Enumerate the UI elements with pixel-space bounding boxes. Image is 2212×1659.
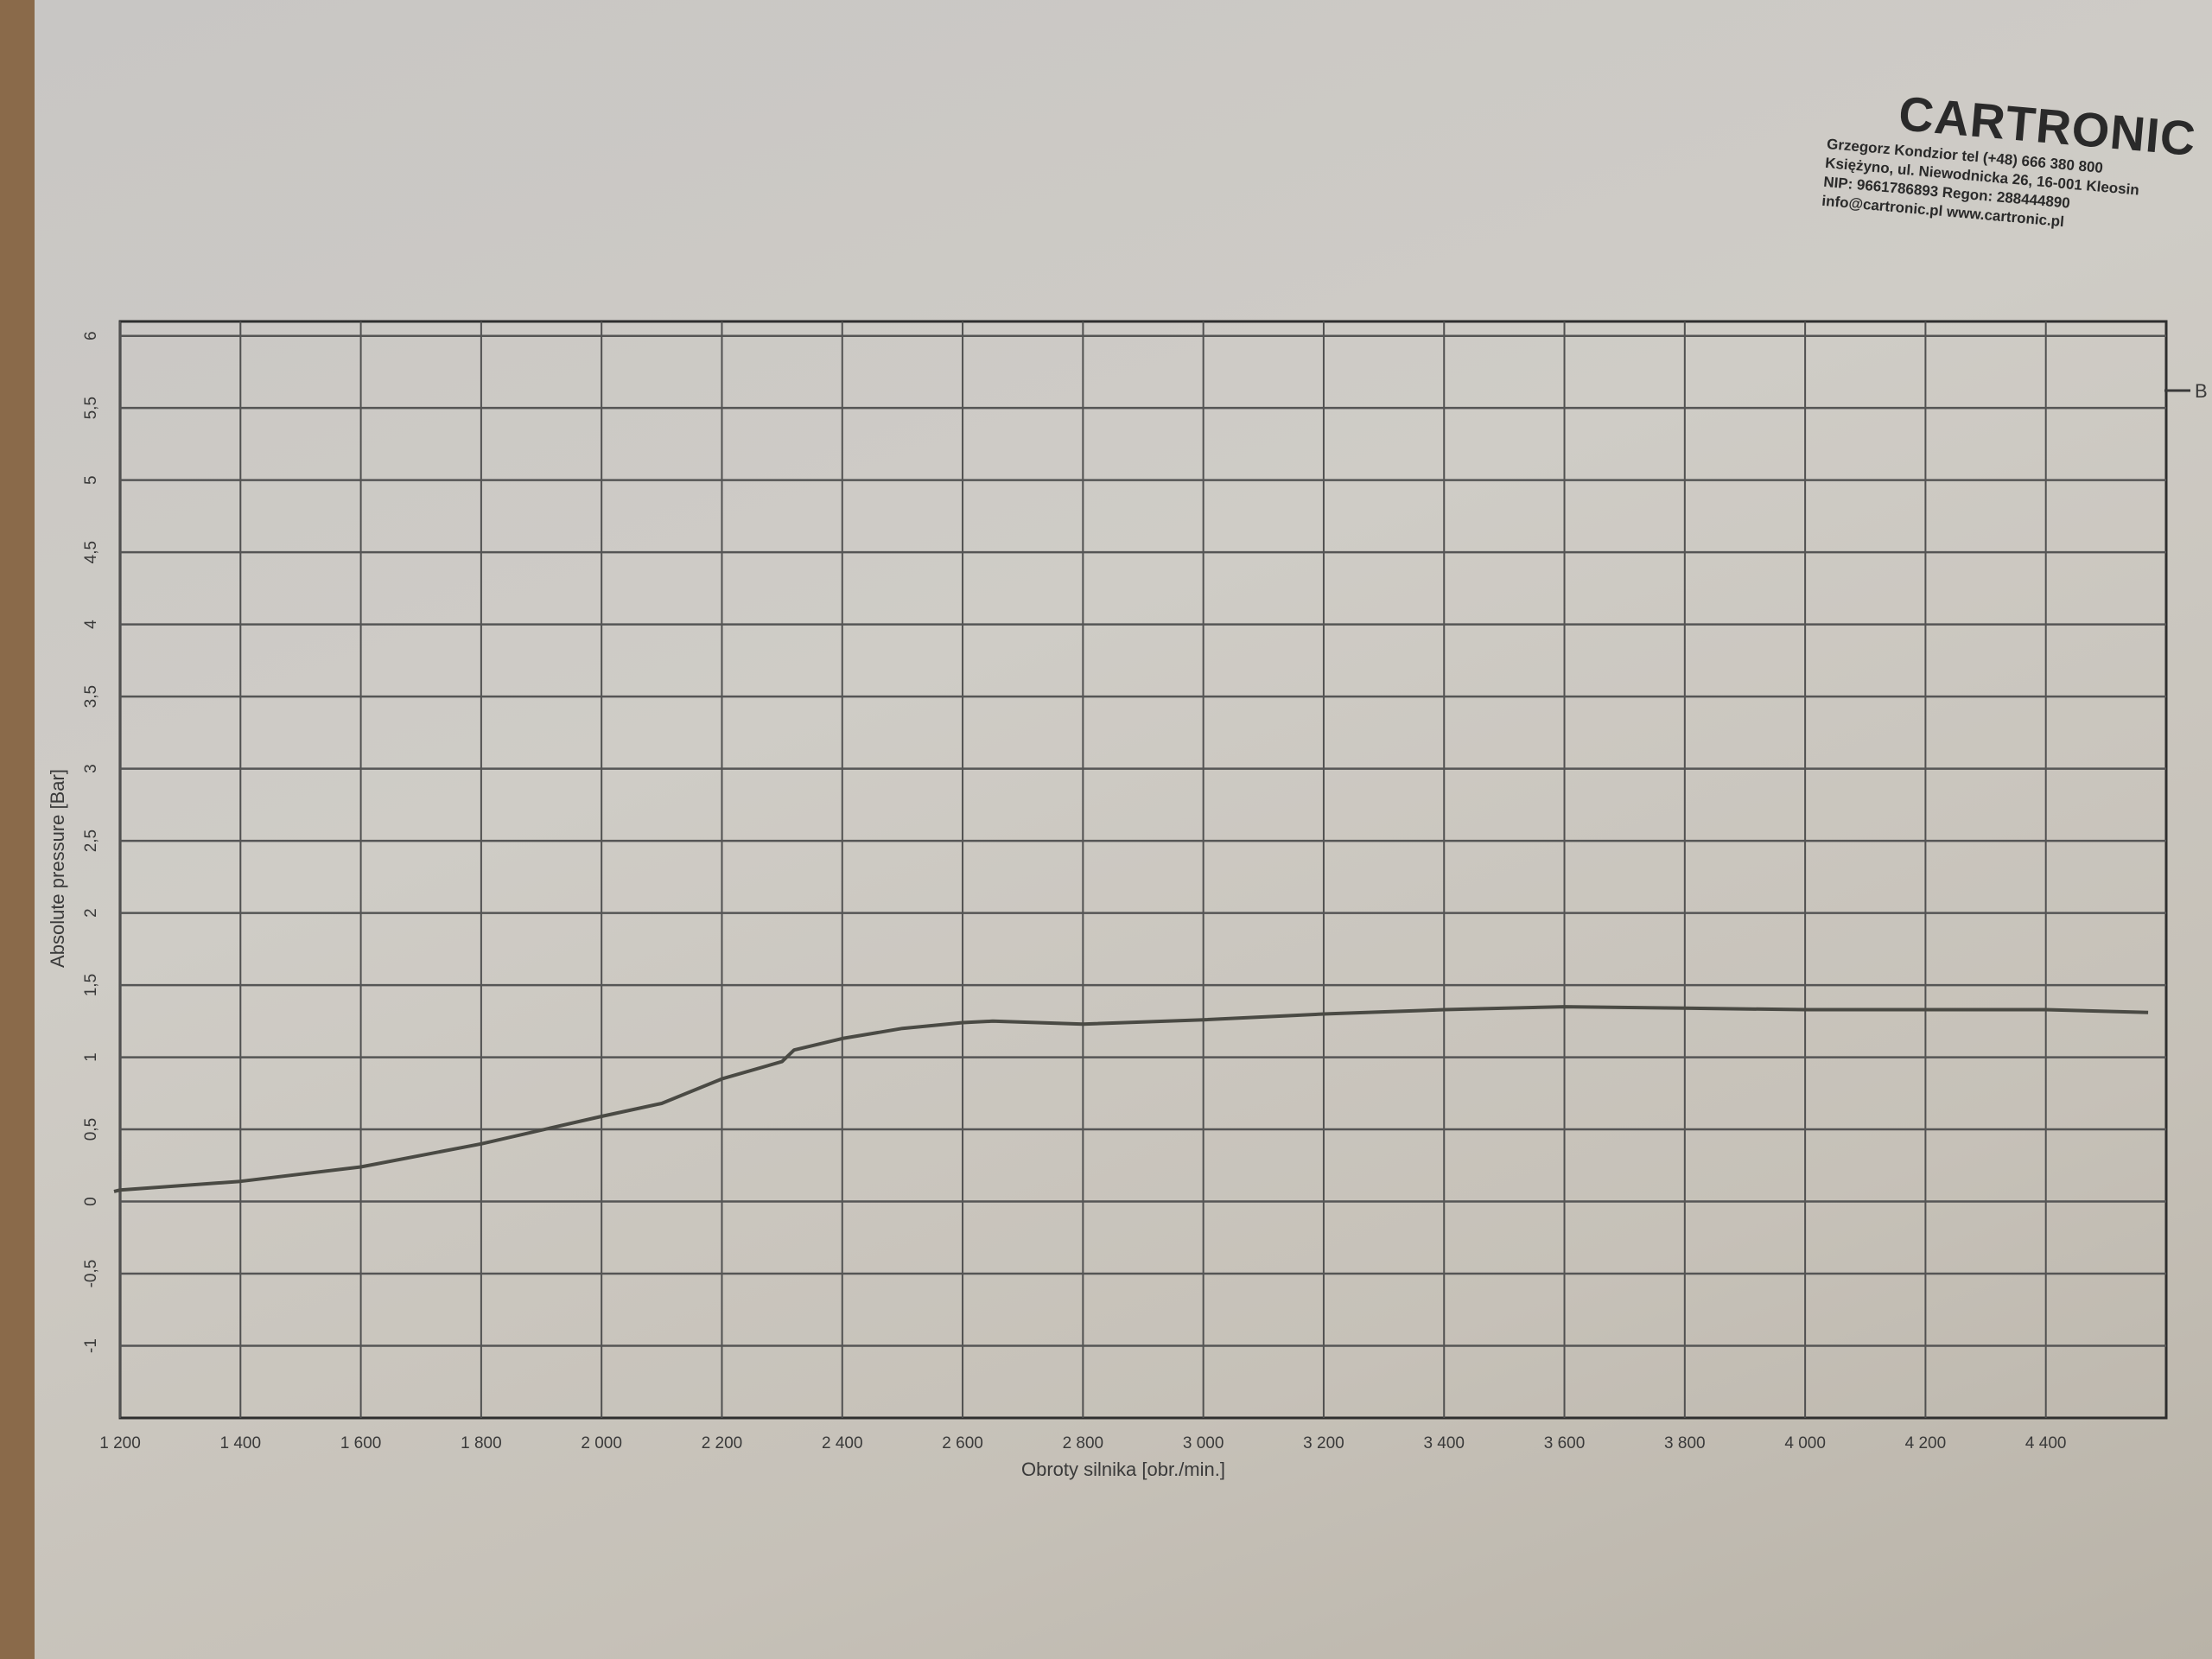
x-tick-label: 4 000 bbox=[1784, 1434, 1826, 1452]
y-tick-label: 1 bbox=[82, 1052, 100, 1062]
y-tick-label: -1 bbox=[82, 1338, 100, 1353]
x-tick-label: 4 400 bbox=[2025, 1434, 2067, 1452]
y-tick-label: 0,5 bbox=[82, 1118, 100, 1141]
x-tick-label: 3 200 bbox=[1303, 1434, 1344, 1452]
x-tick-label: 3 800 bbox=[1664, 1434, 1706, 1452]
y-tick-label: 2,5 bbox=[82, 830, 100, 852]
y-tick-label: 4 bbox=[82, 620, 100, 629]
series bbox=[113, 1005, 2149, 1193]
series-line-B bbox=[113, 1005, 2149, 1193]
paper-sheet bbox=[35, 0, 2212, 1659]
y-tick-label: 3,5 bbox=[82, 685, 100, 708]
x-tick-label: 1 400 bbox=[220, 1434, 262, 1452]
legend: B bbox=[2164, 380, 2208, 402]
x-tick-label: 1 200 bbox=[99, 1434, 141, 1452]
x-tick-label: 2 200 bbox=[702, 1434, 743, 1452]
y-tick-label: 1,5 bbox=[82, 974, 100, 996]
y-tick-label: 6 bbox=[82, 331, 100, 340]
x-tick-label: 3 600 bbox=[1544, 1434, 1586, 1452]
x-axis-label: Obroty silnika [obr./min.] bbox=[1021, 1459, 1225, 1480]
y-axis-label: Absolute pressure [Bar] bbox=[47, 769, 68, 968]
x-tick-label: 3 000 bbox=[1183, 1434, 1224, 1452]
x-tick-label: 2 400 bbox=[822, 1434, 863, 1452]
grid bbox=[118, 320, 2168, 1420]
plot-frame bbox=[118, 320, 2168, 1420]
x-tick-label: 1 800 bbox=[461, 1434, 502, 1452]
x-tick-label: 3 400 bbox=[1423, 1434, 1465, 1452]
x-tick-label: 1 600 bbox=[340, 1434, 382, 1452]
tick-labels: 1 200 1 400 1 600 1 800 2 000 2 200 2 400 2 600… bbox=[82, 331, 2066, 1452]
y-tick-label: 0 bbox=[82, 1197, 100, 1206]
y-tick-label: 5 bbox=[82, 475, 100, 485]
legend-entry: B bbox=[2195, 380, 2208, 402]
x-tick-label: 2 800 bbox=[1063, 1434, 1104, 1452]
y-tick-label: 5,5 bbox=[82, 397, 100, 419]
x-tick-label: 2 600 bbox=[942, 1434, 983, 1452]
y-tick-label: 4,5 bbox=[82, 541, 100, 563]
y-tick-label: -0,5 bbox=[82, 1260, 100, 1288]
x-tick-label: 4 200 bbox=[1905, 1434, 1947, 1452]
y-tick-label: 3 bbox=[82, 764, 100, 773]
y-tick-label: 2 bbox=[82, 908, 100, 918]
x-tick-label: 2 000 bbox=[581, 1434, 622, 1452]
